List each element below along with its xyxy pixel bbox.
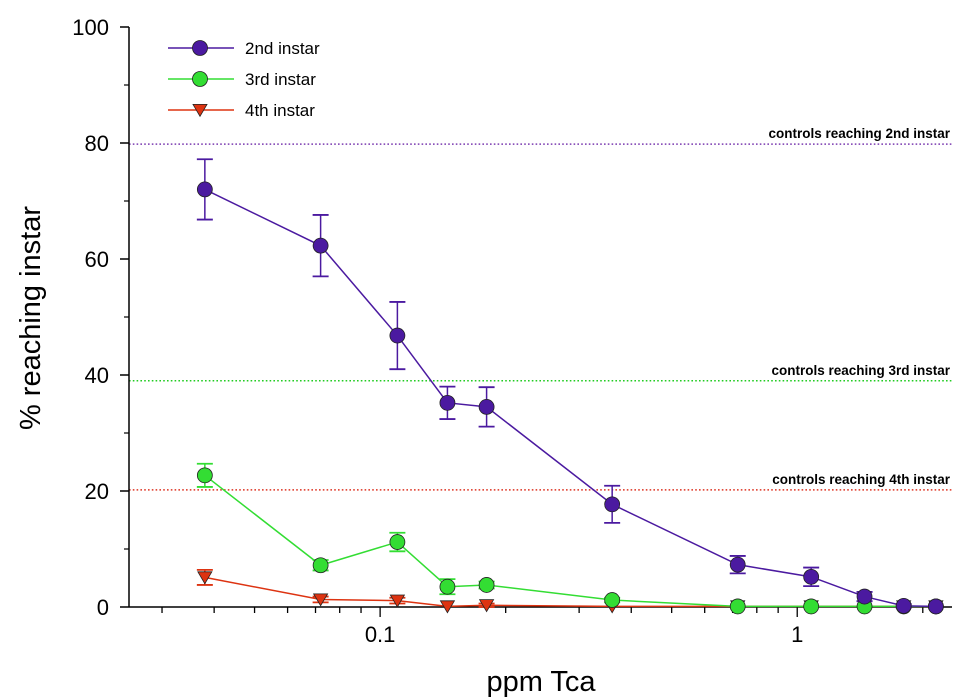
data-point [312, 237, 329, 254]
x-tick-label: 1 [791, 622, 803, 647]
data-point [439, 578, 456, 595]
data-point [312, 593, 329, 607]
legend-marker [192, 104, 208, 118]
reference-label-2: controls reaching 3rd instar [771, 363, 950, 378]
x-axis-title: ppm Tca [486, 666, 596, 698]
y-tick-label: 60 [85, 247, 109, 272]
reference-label-1: controls reaching 2nd instar [768, 126, 950, 141]
legend-label: 2nd instar [245, 39, 320, 58]
data-point [439, 394, 456, 411]
data-point [729, 598, 746, 615]
y-tick-label: 100 [72, 15, 109, 40]
legend-marker [192, 40, 208, 56]
y-tick-label: 0 [97, 595, 109, 620]
data-point [439, 600, 456, 614]
data-point [856, 588, 873, 605]
data-point [478, 599, 495, 613]
data-point [478, 398, 495, 415]
reference-label-3: controls reaching 4th instar [772, 472, 951, 487]
data-point [604, 592, 621, 608]
data-point [197, 571, 213, 585]
data-point [196, 181, 213, 198]
data-point [927, 598, 944, 615]
y-tick-label: 20 [85, 479, 109, 504]
y-axis-title: % reaching instar [15, 206, 47, 430]
series-2nd-instar [196, 158, 944, 615]
x-tick-label: 0.1 [365, 622, 396, 647]
data-point [803, 598, 820, 615]
legend-label: 3rd instar [245, 70, 316, 89]
data-point [389, 594, 406, 608]
data-point [604, 496, 621, 513]
axes: 0 20 40 60 80 100 0.1 1 [72, 15, 952, 647]
y-tick-label: 80 [85, 131, 109, 156]
y-tick-label: 40 [85, 363, 109, 388]
data-point [478, 577, 495, 593]
data-point [389, 327, 406, 344]
data-point [803, 568, 820, 585]
data-point [312, 557, 329, 574]
data-point [196, 467, 213, 484]
data-point [895, 597, 912, 614]
data-series [196, 158, 944, 615]
legend-marker [192, 71, 208, 87]
reference-lines: controls reaching 2nd instar controls rea… [129, 126, 952, 491]
legend: 2nd instar 3rd instar 4th instar [168, 39, 320, 120]
series-line [204, 188, 936, 608]
legend-label: 4th instar [245, 101, 315, 120]
series-line [204, 474, 936, 608]
data-point [729, 556, 746, 573]
data-point [389, 534, 406, 550]
